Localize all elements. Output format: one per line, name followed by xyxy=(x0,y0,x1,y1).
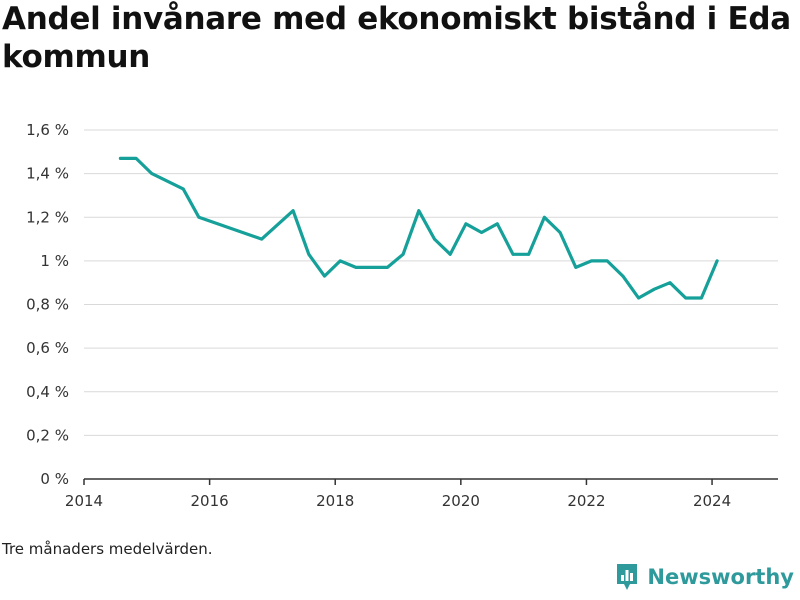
data-point xyxy=(433,237,436,241)
data-point xyxy=(338,259,342,263)
data-point xyxy=(181,187,185,191)
y-tick-label: 0,4 % xyxy=(26,383,69,401)
y-tick-label: 1,6 % xyxy=(26,121,69,139)
y-tick-label: 0,6 % xyxy=(26,339,69,357)
data-point xyxy=(511,252,515,256)
newsworthy-logo-icon xyxy=(617,564,638,590)
data-point xyxy=(150,172,154,176)
x-tick-label: 2016 xyxy=(191,492,229,510)
x-tick-label: 2018 xyxy=(316,492,354,510)
data-point xyxy=(480,231,483,234)
series-line xyxy=(118,156,719,300)
data-point xyxy=(119,156,122,160)
x-tick-label: 2014 xyxy=(65,492,103,510)
grid-lines xyxy=(84,129,778,436)
data-point xyxy=(542,215,546,219)
data-point xyxy=(590,259,593,263)
x-axis: 2014 2016 2018 2020 2022 2024 xyxy=(65,478,778,510)
data-point xyxy=(637,296,640,300)
data-point xyxy=(291,209,295,213)
y-tick-label: 0,8 % xyxy=(26,296,69,314)
y-tick-label: 1,4 % xyxy=(26,165,69,183)
data-point xyxy=(668,281,672,285)
data-point xyxy=(527,252,531,256)
x-tick-label: 2020 xyxy=(442,492,480,510)
data-point xyxy=(558,231,562,234)
data-point xyxy=(260,237,264,241)
data-point xyxy=(684,296,688,300)
data-point xyxy=(134,156,138,160)
chart-note: Tre månaders medelvärden. xyxy=(2,540,213,558)
data-point xyxy=(448,252,452,256)
x-tick-label: 2022 xyxy=(567,492,605,510)
brand-logo: Newsworthy xyxy=(615,562,794,592)
brand-name: Newsworthy xyxy=(647,565,794,589)
y-tick-label: 0 % xyxy=(40,470,69,488)
data-point xyxy=(307,252,311,256)
data-point xyxy=(464,222,468,226)
data-point xyxy=(385,266,389,269)
data-point xyxy=(621,274,625,278)
y-axis-labels: 0 % 0,2 % 0,4 % 0,6 % 0,8 % 1 % 1,2 % 1,4 % 1,6 … xyxy=(26,121,69,488)
data-point xyxy=(652,287,656,291)
data-point xyxy=(715,259,719,263)
data-point xyxy=(370,266,374,269)
data-point xyxy=(197,215,201,219)
data-point xyxy=(354,266,358,269)
chart-title: Andel invånare med ekonomiskt bistånd i … xyxy=(2,1,791,75)
y-tick-label: 1,2 % xyxy=(26,208,69,226)
data-point xyxy=(323,274,326,278)
data-line xyxy=(118,156,719,300)
y-tick-label: 1 % xyxy=(40,252,69,270)
data-point xyxy=(574,266,578,269)
x-tick-label: 2024 xyxy=(693,492,731,510)
y-tick-label: 0,2 % xyxy=(26,426,69,444)
data-point xyxy=(417,209,421,213)
data-point xyxy=(605,259,609,263)
data-point xyxy=(699,296,703,300)
data-point xyxy=(401,252,405,256)
data-point xyxy=(495,222,499,226)
